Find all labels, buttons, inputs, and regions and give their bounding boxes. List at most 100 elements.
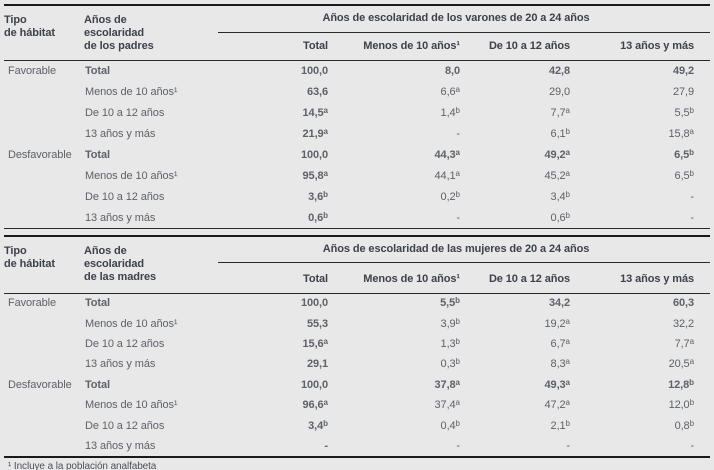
table-row: Menos de 10 años¹ 96,6a 37,4a 47,2a 12,0b (4, 395, 710, 415)
habitat-cell (4, 123, 84, 144)
row-label: Menos de 10 años¹ (85, 169, 178, 182)
superscript-marker: b (565, 126, 570, 136)
habitat-cell (4, 395, 84, 415)
superscript-marker: b (689, 377, 695, 387)
row-label: De 10 a 12 años (85, 337, 165, 350)
value-cell: 37,4a (434, 398, 460, 412)
value-cell: - (690, 439, 695, 452)
habitat-cell (4, 313, 84, 333)
superscript-marker: b (689, 398, 695, 408)
superscript-marker: a (323, 168, 328, 178)
table-mujeres: Tipo de hábitat Años de escolaridad de l… (4, 237, 711, 456)
top-rule (4, 4, 710, 6)
value-cell: 100,0 (300, 378, 328, 391)
column-header-13-mas: 13 años y más (570, 262, 711, 294)
value-cell: 5,5b (674, 105, 694, 119)
superscript-marker: a (323, 398, 328, 408)
value-cell: 3,9b (440, 316, 460, 330)
value-cell: 100,0 (300, 297, 328, 310)
row-label: 13 años y más (85, 439, 156, 452)
value-cell: 96,6a (302, 398, 328, 412)
superscript-marker: b (323, 189, 328, 199)
row-label: 13 años y más (85, 211, 156, 224)
value-cell: 44,3a (434, 147, 460, 161)
value-cell: 49,2a (544, 147, 570, 161)
value-cell: 55,3 (306, 317, 328, 330)
value-cell: 29,1 (306, 358, 328, 371)
superscript-marker: b (323, 418, 328, 428)
value-cell: - (456, 127, 460, 140)
habitat-cell (4, 102, 84, 123)
header-tipo-habitat: Tipo de hábitat (4, 237, 84, 294)
header-tipo-habitat: Tipo de hábitat (4, 6, 84, 61)
superscript-marker: a (565, 147, 570, 157)
superscript-marker: b (689, 105, 694, 115)
value-cell: 3,6b (308, 189, 328, 203)
column-header-menos-10: Menos de 10 años¹ (328, 262, 460, 294)
value-cell: 1,4b (440, 105, 460, 119)
table-row: 13 años y más 21,9a - 6,1b 15,8a (4, 123, 710, 144)
header-span-mujeres: Años de escolaridad de las mujeres de 20… (218, 237, 711, 263)
habitat-cell: Favorable (8, 297, 57, 310)
value-cell: 49,3a (544, 377, 570, 391)
value-cell: 37,8a (434, 377, 460, 391)
superscript-marker: a (455, 168, 460, 178)
table-varones-body: Favorable Total 100,0 8,0 42,8 49,2 Menos de 1… (4, 60, 710, 228)
row-label: Total (85, 148, 110, 161)
column-header-total: Total (218, 262, 328, 294)
superscript-marker: a (689, 336, 695, 346)
column-header-total: Total (218, 32, 328, 61)
table-row: Favorable Total 100,0 8,0 42,8 49,2 (4, 60, 710, 81)
value-cell: 49,2 (672, 64, 694, 77)
table-row: Desfavorable Total 100,0 44,3a 49,2a 6,5b (4, 144, 710, 165)
superscript-marker: a (455, 84, 460, 94)
row-label: 13 años y más (85, 127, 156, 140)
value-cell: 15,6a (302, 336, 328, 350)
row-label: De 10 a 12 años (85, 419, 165, 432)
superscript-marker: b (689, 147, 694, 157)
habitat-cell: Favorable (8, 64, 57, 77)
value-cell: 12,0b (668, 398, 695, 412)
superscript-marker: b (689, 168, 694, 178)
column-header-13-mas: 13 años y más (570, 32, 710, 61)
bottom-rule (4, 456, 710, 459)
value-cell: 0,6b (308, 210, 328, 224)
value-cell: 15,8a (668, 126, 694, 140)
table-row: Menos de 10 años¹ 55,3 3,9b 19,2a 32,2 (4, 313, 710, 333)
value-cell: 44,1a (434, 168, 460, 182)
value-cell: 63,6 (306, 85, 328, 98)
column-header-menos-10: Menos de 10 años¹ (328, 32, 460, 61)
value-cell: 42,8 (548, 64, 570, 77)
value-cell: 6,6a (440, 84, 460, 98)
superscript-marker: b (455, 105, 460, 115)
value-cell: 60,3 (673, 297, 695, 310)
value-cell: 100,0 (300, 64, 328, 77)
value-cell: 6,5b (674, 147, 694, 161)
habitat-cell (4, 165, 84, 186)
superscript-marker: b (455, 357, 460, 367)
habitat-cell (4, 415, 84, 435)
row-label: 13 años y más (85, 358, 156, 371)
superscript-marker: b (455, 296, 460, 306)
value-cell: 14,5a (302, 105, 328, 119)
value-cell: 34,2 (548, 297, 570, 310)
table-row: De 10 a 12 años 14,5a 1,4b 7,7a 5,5b (4, 102, 710, 123)
value-cell: 47,2a (544, 398, 570, 412)
value-cell: 100,0 (300, 148, 328, 161)
superscript-marker: a (565, 398, 570, 408)
value-cell: 45,2a (544, 168, 570, 182)
habitat-cell (4, 354, 84, 374)
value-cell: 32,2 (673, 317, 695, 330)
table-row: 13 años y más 0,6b - 0,6b - (4, 207, 710, 228)
habitat-cell: Desfavorable (8, 378, 72, 391)
habitat-cell (4, 81, 84, 102)
value-cell: 2,1b (550, 418, 570, 432)
table-row: De 10 a 12 años 3,4b 0,4b 2,1b 0,8b (4, 415, 710, 435)
row-label: De 10 a 12 años (85, 190, 165, 203)
superscript-marker: a (323, 105, 328, 115)
value-cell: 27,9 (672, 85, 694, 98)
superscript-marker: a (455, 147, 460, 157)
table-mujeres-top-rule (4, 235, 710, 237)
value-cell: 8,3a (550, 357, 570, 371)
